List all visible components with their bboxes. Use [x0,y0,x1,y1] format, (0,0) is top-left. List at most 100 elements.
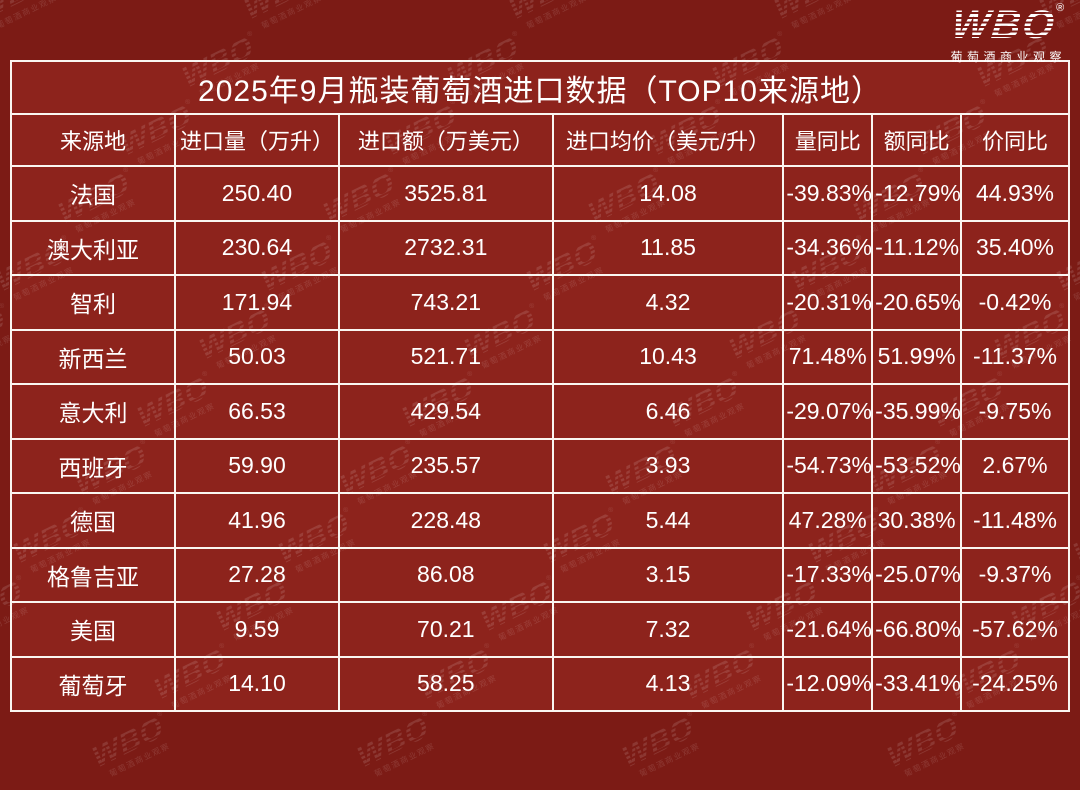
header-row: 来源地 进口量（万升） 进口额（万美元） 进口均价（美元/升） 量同比 额同比 价同比 [10,113,1070,167]
watermark: WBO®葡萄酒商业观察 [335,702,460,790]
watermark: WBO ® 葡萄酒商业观察 [222,0,347,42]
column-header: 进口均价（美元/升） [551,113,785,167]
watermark: WBO®葡萄酒商业观察 [70,702,195,790]
watermark-subtitle: 葡萄酒商业观察 [107,741,172,779]
source-cell: 西班牙 [10,437,176,494]
value-cell: -39.83% [782,165,874,222]
value-cell: -54.73% [782,437,874,494]
watermark-subtitle: 葡萄酒商业观察 [637,741,702,779]
source-cell: 智利 [10,274,176,331]
value-cell: 171.94 [173,274,340,331]
table-row: 智利 171.94 743.21 4.32 -20.31% -20.65% -0.42% [10,274,1070,331]
value-cell: 11.85 [551,219,785,276]
page-title: 2025年9月瓶装葡萄酒进口数据（TOP10来源地） [10,60,1070,115]
value-cell: 27.28 [173,546,340,603]
wbo-watermark-text: WBO [618,709,699,775]
value-cell: 71.48% [782,328,874,385]
value-cell: -9.75% [960,383,1070,440]
value-cell: -11.48% [960,492,1070,549]
value-cell: -21.64% [782,601,874,658]
value-cell: 51.99% [871,328,963,385]
source-cell: 法国 [10,165,176,222]
value-cell: 3.93 [551,437,785,494]
value-cell: -25.07% [871,546,963,603]
wbo-logo: WBO® 葡萄酒商业观察 [949,2,1066,65]
column-header: 量同比 [782,113,874,167]
value-cell: -35.99% [871,383,963,440]
table: 2025年9月瓶装葡萄酒进口数据（TOP10来源地） 来源地 进口量（万升） 进口额… [10,60,1070,712]
table-row: 新西兰 50.03 521.71 10.43 71.48% 51.99% -11.37% [10,328,1070,385]
value-cell: 3.15 [551,546,785,603]
value-cell: 6.46 [551,383,785,440]
value-cell: 44.93% [960,165,1070,222]
value-cell: 41.96 [173,492,340,549]
value-cell: -11.37% [960,328,1070,385]
wbo-logo-subtitle: 葡萄酒商业观察 [950,50,1066,64]
column-header: 来源地 [10,113,176,167]
column-header: 进口额（万美元） [337,113,554,167]
source-cell: 意大利 [10,383,176,440]
value-cell: 228.48 [337,492,554,549]
value-cell: 66.53 [173,383,340,440]
table-row: 澳大利亚 230.64 2732.31 11.85 -34.36% -11.12% 35.4… [10,219,1070,276]
source-cell: 格鲁吉亚 [10,546,176,603]
value-cell: 235.57 [337,437,554,494]
source-cell: 德国 [10,492,176,549]
wbo-watermark-text: WBO [0,0,55,26]
table-row: 葡萄牙 14.10 58.25 4.13 -12.09% -33.41% -24.25% [10,655,1070,712]
source-cell: 澳大利亚 [10,219,176,276]
value-cell: -33.41% [871,655,963,712]
value-cell: 14.10 [173,655,340,712]
value-cell: 230.64 [173,219,340,276]
table-row: 美国 9.59 70.21 7.32 -21.64% -66.80% -57.62% [10,601,1070,658]
value-cell: 35.40% [960,219,1070,276]
value-cell: -20.31% [782,274,874,331]
registered-trademark-icon: ® [1056,2,1065,14]
watermark: WBO®葡萄酒商业观察 [600,702,725,790]
watermark: WBO®葡萄酒商业观察 [865,702,990,790]
wbo-watermark-text: WBO [770,0,850,26]
watermark-subtitle: 葡萄酒商业观察 [524,0,589,31]
column-header: 额同比 [871,113,963,167]
value-cell: 743.21 [337,274,554,331]
value-cell: 3525.81 [337,165,554,222]
wbo-logo-text: WBO [949,3,1059,47]
value-cell: -34.36% [782,219,874,276]
value-cell: 4.13 [551,655,785,712]
registered-trademark-icon: ® [246,30,254,39]
wbo-watermark-text: WBO [353,709,434,775]
value-cell: 2732.31 [337,219,554,276]
value-cell: 429.54 [337,383,554,440]
registered-trademark-icon: ® [1075,574,1080,583]
table-row: 格鲁吉亚 27.28 86.08 3.15 -17.33% -25.07% -9.37% [10,546,1070,603]
watermark: WBO®葡萄酒商业观察 [0,0,83,42]
source-cell: 新西兰 [10,328,176,385]
import-data-table: 2025年9月瓶装葡萄酒进口数据（TOP10来源地） 来源地 进口量（万升） 进口额… [10,60,1070,712]
source-cell: 葡萄牙 [10,655,176,712]
value-cell: -0.42% [960,274,1070,331]
value-cell: -24.25% [960,655,1070,712]
watermark: WBO®葡萄酒商业观察 [752,0,877,42]
wbo-logo-wordmark: WBO® [949,2,1066,48]
wbo-watermark-text: WBO [88,709,169,775]
value-cell: 70.21 [337,601,554,658]
table-row: 西班牙 59.90 235.57 3.93 -54.73% -53.52% 2.67% [10,437,1070,494]
value-cell: 5.44 [551,492,785,549]
value-cell: 86.08 [337,546,554,603]
watermark-subtitle: 葡萄酒商业观察 [259,0,324,31]
value-cell: 7.32 [551,601,785,658]
value-cell: -29.07% [782,383,874,440]
column-header: 价同比 [960,113,1070,167]
table-row: 法国 250.40 3525.81 14.08 -39.83% -12.79% 44.93% [10,165,1070,222]
table-body: 法国 250.40 3525.81 14.08 -39.83% -12.79% 44.93%… [10,165,1070,712]
value-cell: -12.09% [782,655,874,712]
watermark-subtitle: 葡萄酒商业观察 [902,741,967,779]
wbo-watermark-text: WBO [505,0,585,26]
value-cell: 47.28% [782,492,874,549]
value-cell: 4.32 [551,274,785,331]
wbo-watermark-text: WBO [0,302,10,367]
wbo-watermark-text: WBO [240,0,320,26]
value-cell: -17.33% [782,546,874,603]
value-cell: -53.52% [871,437,963,494]
source-cell: 美国 [10,601,176,658]
